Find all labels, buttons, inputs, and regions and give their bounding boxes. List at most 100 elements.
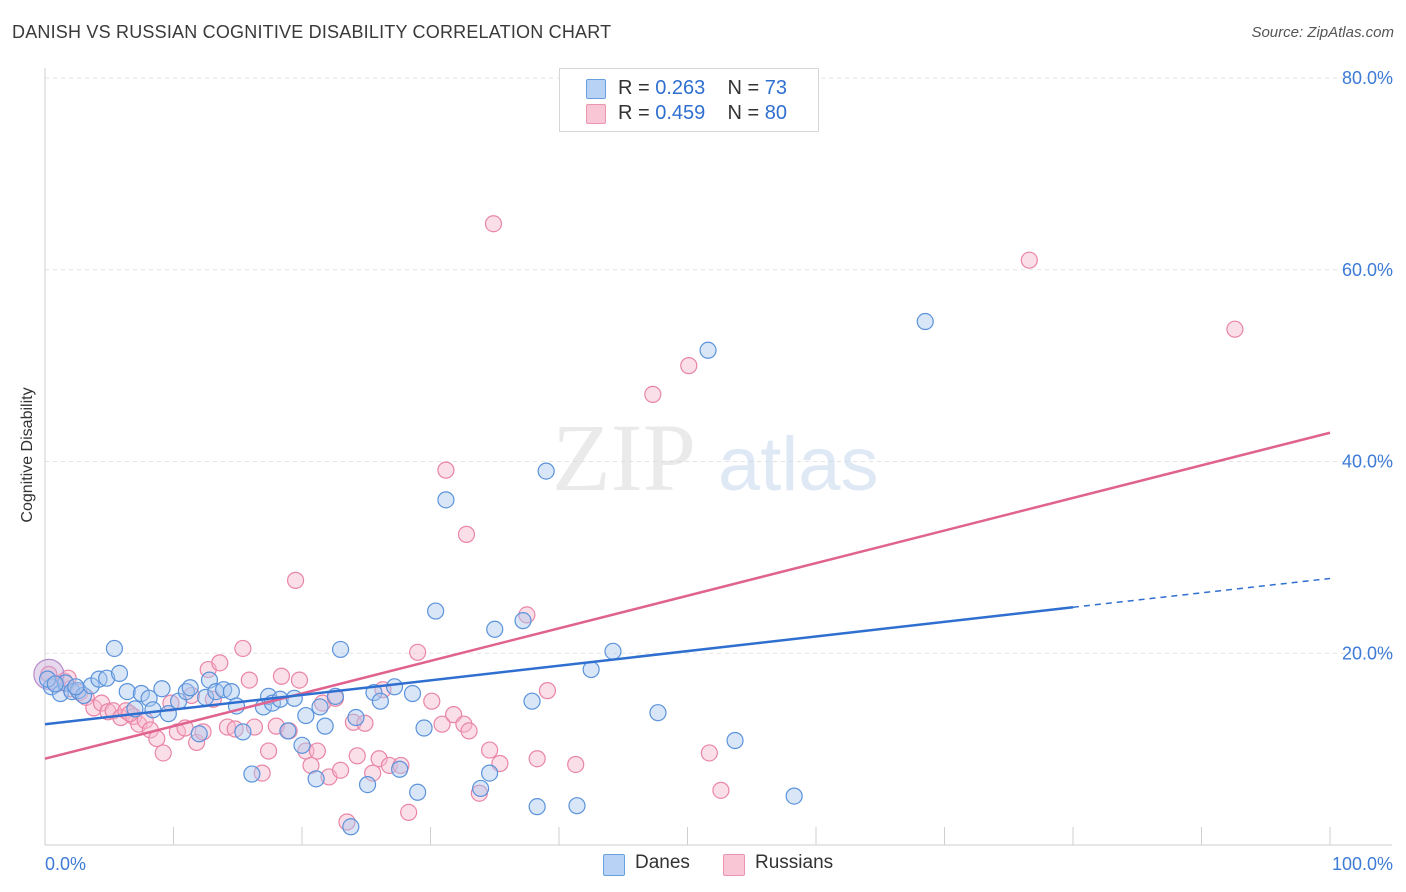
danes-n-label: N = <box>727 77 760 99</box>
data-point <box>144 701 162 719</box>
data-point <box>370 750 388 768</box>
gridlines <box>45 77 1392 654</box>
data-point <box>528 798 546 816</box>
russians-legend-swatch <box>723 854 745 876</box>
data-point <box>433 715 451 733</box>
data-point <box>307 770 325 788</box>
data-point <box>181 679 199 697</box>
data-point <box>222 682 240 701</box>
data-point <box>680 357 698 375</box>
data-point <box>154 744 172 762</box>
data-point <box>528 750 546 768</box>
data-point <box>700 744 718 762</box>
y-tick-label: 20.0% <box>1342 643 1393 663</box>
data-point <box>365 683 383 702</box>
data-point <box>403 684 422 703</box>
y-tick-label: 60.0% <box>1342 260 1393 280</box>
data-point <box>285 689 303 707</box>
data-point <box>311 698 329 716</box>
data-point <box>391 760 409 778</box>
data-point <box>356 714 374 732</box>
axes <box>44 68 1392 846</box>
watermark-zip: ZIP <box>552 404 696 511</box>
x-tick-label: 0.0% <box>45 854 86 874</box>
data-point <box>916 312 934 331</box>
data-point <box>568 797 586 815</box>
data-point <box>190 725 208 743</box>
data-point <box>481 764 499 782</box>
data-point <box>460 722 478 740</box>
danes-n-value: 73 <box>764 77 788 99</box>
data-point <box>358 775 377 794</box>
data-point <box>699 341 717 359</box>
russians-swatch <box>586 104 606 124</box>
watermark: ZIP atlas <box>552 404 879 511</box>
danes-legend-label: Danes <box>635 852 690 873</box>
data-point <box>371 692 389 710</box>
source-label: Source: ZipAtlas.com <box>1251 24 1394 41</box>
data-point <box>331 761 350 779</box>
data-point <box>409 783 427 801</box>
russians-r-value: 0.459 <box>655 102 706 124</box>
data-point <box>293 736 311 754</box>
danes-points <box>38 312 934 836</box>
data-point <box>400 803 418 822</box>
data-point <box>316 717 334 735</box>
data-point <box>409 643 427 661</box>
data-point <box>785 787 803 805</box>
data-point <box>712 781 730 799</box>
data-point <box>437 461 455 479</box>
data-point <box>347 708 365 727</box>
data-point <box>234 639 252 658</box>
data-point <box>98 669 116 687</box>
data-point <box>240 671 258 689</box>
russians-n-value: 80 <box>764 102 788 124</box>
data-point <box>457 525 476 543</box>
watermark-atlas: atlas <box>718 422 879 507</box>
data-point <box>348 747 366 765</box>
danes-swatch <box>586 79 606 99</box>
data-point <box>481 741 499 759</box>
data-point <box>649 704 667 722</box>
data-point <box>153 680 171 698</box>
data-point <box>211 654 229 672</box>
data-point <box>1226 320 1244 338</box>
russians-trend-line <box>44 431 1331 760</box>
data-point <box>279 722 297 740</box>
data-point <box>604 642 622 660</box>
x-tick-label: 100.0% <box>1332 854 1393 874</box>
danes-r-value: 0.263 <box>655 77 706 99</box>
data-point <box>46 675 64 693</box>
chart-title: DANISH VS RUSSIAN COGNITIVE DISABILITY C… <box>12 22 612 42</box>
data-point <box>472 779 490 798</box>
data-point <box>427 602 445 620</box>
data-point <box>514 612 532 630</box>
data-point <box>297 706 315 725</box>
tick-labels: 20.0% 40.0% 60.0% 80.0% 0.0% 100.0% <box>45 68 1393 874</box>
data-point <box>385 678 404 696</box>
danes-legend-swatch <box>603 854 625 876</box>
data-point <box>415 719 433 737</box>
data-point <box>523 692 541 710</box>
data-point <box>259 742 278 760</box>
data-point <box>286 571 305 589</box>
data-point <box>486 620 504 638</box>
russians-r-label: R = <box>618 102 650 124</box>
data-point <box>537 462 555 480</box>
danes-trend-extension <box>1072 577 1331 608</box>
data-point <box>1020 251 1038 269</box>
data-point <box>118 682 136 701</box>
data-point <box>308 742 327 760</box>
trend-lines <box>44 431 1331 760</box>
data-point <box>105 639 123 658</box>
data-point <box>538 682 557 700</box>
danes-trend-line <box>44 605 1074 726</box>
y-tick-label: 40.0% <box>1342 452 1393 472</box>
data-point <box>67 678 85 696</box>
data-point <box>290 671 309 689</box>
y-tick-label: 80.0% <box>1342 68 1393 88</box>
data-point <box>243 765 261 783</box>
data-point <box>272 667 291 685</box>
data-point <box>484 215 503 233</box>
